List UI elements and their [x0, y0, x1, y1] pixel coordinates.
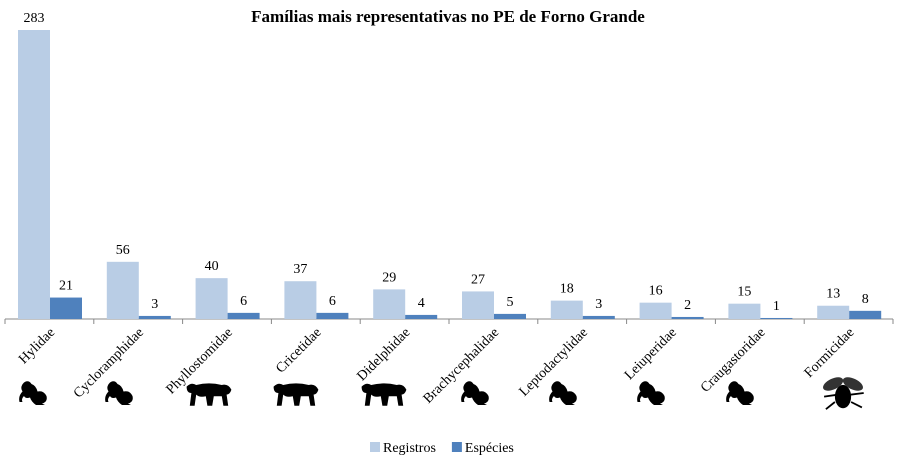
- legend-swatch: [451, 442, 462, 452]
- bar: [106, 261, 139, 319]
- legend-swatch: [370, 442, 380, 452]
- value-label: 16: [649, 284, 663, 299]
- x-tick-label: Leiuperidae: [622, 325, 680, 383]
- icon: [361, 383, 407, 406]
- value-label: 1: [773, 299, 780, 314]
- value-label: 6: [329, 294, 336, 309]
- bar: [284, 281, 317, 319]
- icon: [19, 381, 47, 405]
- value-label: 18: [560, 282, 574, 297]
- bar: [462, 291, 494, 319]
- icon: [273, 383, 319, 406]
- bar: [50, 297, 82, 319]
- chart-title: Famílias mais representativas no PE de F…: [251, 7, 645, 26]
- value-label: 29: [382, 270, 396, 285]
- icon: [637, 381, 665, 405]
- bar: [582, 315, 615, 319]
- icon: [461, 381, 489, 405]
- bar: [18, 30, 50, 319]
- value-label: 283: [24, 11, 45, 26]
- bar: [138, 315, 171, 319]
- bar: [316, 312, 349, 319]
- x-tick-label: Hylidae: [16, 325, 58, 367]
- bar: [760, 317, 793, 319]
- bar: [494, 313, 526, 319]
- value-label: 21: [59, 279, 73, 294]
- bar: [639, 302, 672, 319]
- bar: [728, 303, 761, 319]
- bar: [671, 316, 704, 319]
- x-tick-label: Brachycephalidae: [421, 325, 503, 407]
- icon: [549, 381, 577, 405]
- bar: [817, 305, 850, 319]
- value-label: 3: [595, 297, 602, 312]
- bar: [373, 289, 406, 319]
- icon: [820, 375, 866, 411]
- bar: [849, 310, 882, 319]
- value-label: 4: [418, 296, 425, 311]
- x-tick-label: Formicidae: [802, 325, 858, 381]
- bar: [195, 278, 228, 319]
- legend-label: Espécies: [465, 441, 514, 456]
- value-label: 5: [507, 295, 514, 310]
- value-label: 37: [293, 262, 307, 277]
- value-label: 40: [205, 259, 219, 274]
- value-label: 2: [684, 298, 691, 313]
- icon: [726, 381, 754, 405]
- x-tick-label: Didelphidae: [354, 325, 413, 384]
- value-label: 56: [116, 243, 130, 258]
- icon: [186, 383, 232, 406]
- bar: [405, 314, 438, 319]
- value-label: 15: [737, 285, 751, 300]
- value-label: 3: [151, 297, 158, 312]
- value-label: 27: [471, 272, 485, 287]
- value-label: 13: [826, 287, 840, 302]
- value-label: 6: [240, 294, 247, 309]
- x-tick-label: Cricetidae: [273, 325, 324, 376]
- value-label: 8: [862, 292, 869, 307]
- bar: [550, 300, 583, 319]
- bar: [227, 312, 260, 319]
- legend-label: Registros: [383, 441, 436, 456]
- icon: [105, 381, 133, 405]
